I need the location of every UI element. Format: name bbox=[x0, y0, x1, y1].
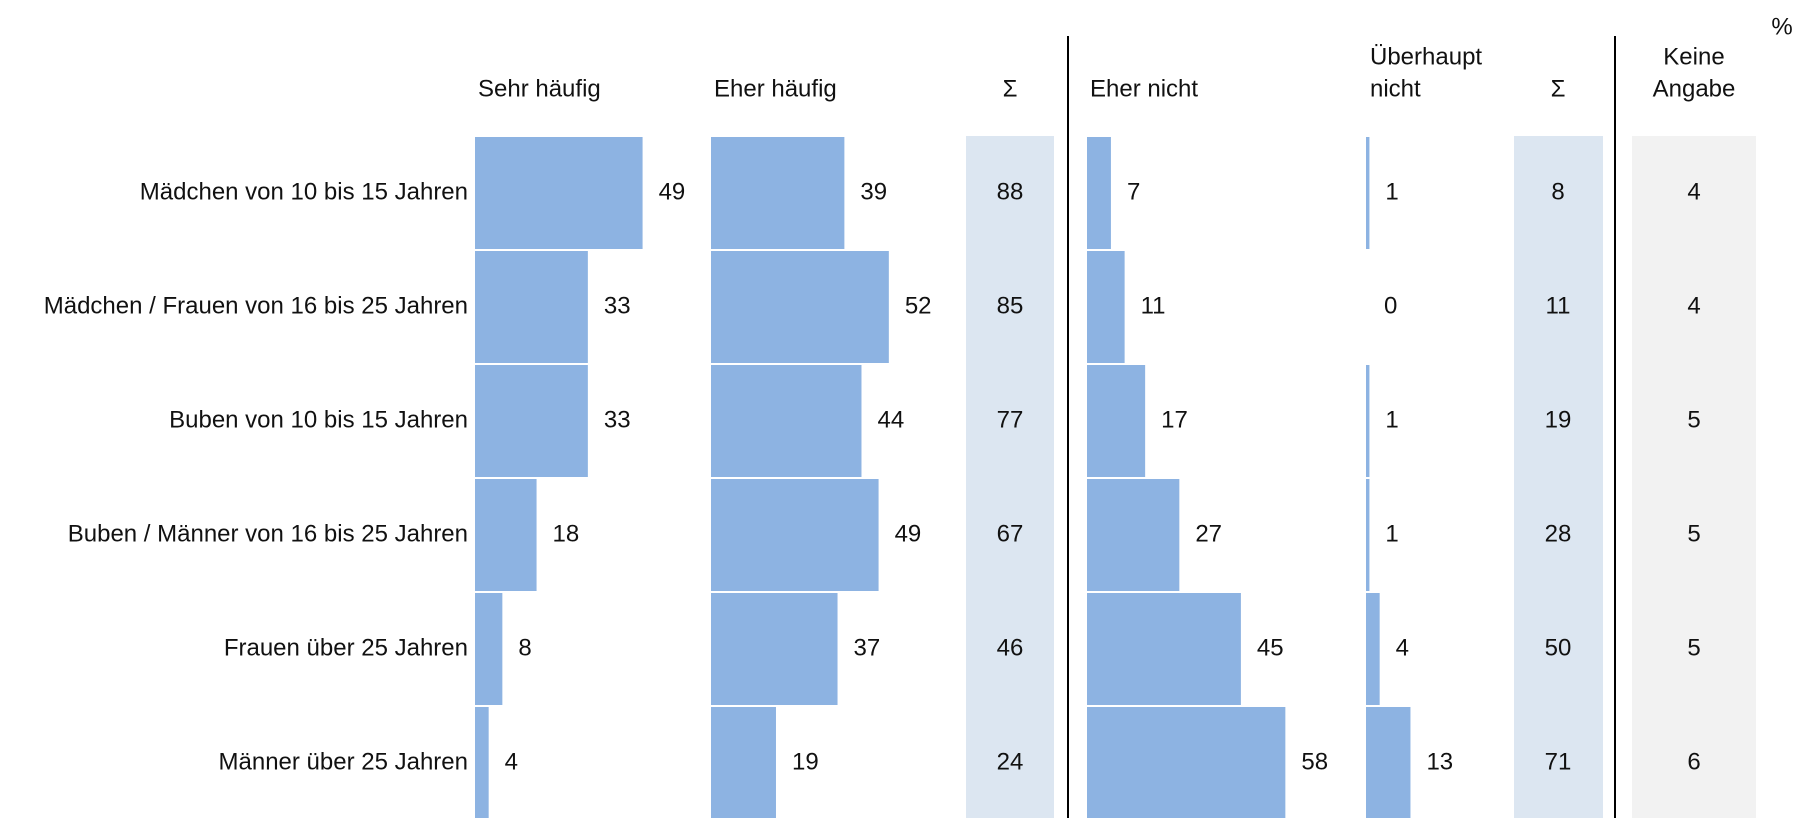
bar-series-1-row-3 bbox=[475, 365, 588, 477]
bar-series-3-row-6 bbox=[1087, 707, 1286, 818]
no-answer-header-line-1: Keine bbox=[1663, 43, 1724, 70]
value-label-series-1-row-1: 49 bbox=[659, 178, 686, 205]
bar-series-3-row-2 bbox=[1087, 251, 1125, 363]
value-label-series-3-row-2: 11 bbox=[1141, 292, 1166, 319]
sum-value-2-row-3: 19 bbox=[1545, 406, 1572, 433]
bar-series-2-row-6 bbox=[711, 707, 776, 818]
bar-series-2-row-3 bbox=[711, 365, 862, 477]
value-label-series-3-row-4: 27 bbox=[1195, 520, 1222, 547]
bar-series-4-row-6 bbox=[1366, 707, 1411, 818]
sum-value-1-row-3: 77 bbox=[997, 406, 1024, 433]
sum-value-2-row-6: 71 bbox=[1545, 748, 1572, 775]
sum-value-1-row-6: 24 bbox=[997, 748, 1024, 775]
value-label-series-1-row-5: 8 bbox=[518, 634, 531, 661]
no-answer-value-row-5: 5 bbox=[1687, 634, 1700, 661]
sum-value-2-row-5: 50 bbox=[1545, 634, 1572, 661]
series-header-3: Eher nicht bbox=[1090, 75, 1198, 102]
bar-series-4-row-3 bbox=[1366, 365, 1370, 477]
sum-value-1-row-4: 67 bbox=[997, 520, 1024, 547]
sum-value-2-row-1: 8 bbox=[1551, 178, 1564, 205]
value-label-series-1-row-2: 33 bbox=[604, 292, 631, 319]
no-answer-value-row-6: 6 bbox=[1687, 748, 1700, 775]
sum-header-2: Σ bbox=[1551, 75, 1566, 102]
value-label-series-3-row-5: 45 bbox=[1257, 634, 1284, 661]
category-label-3: Buben von 10 bis 15 Jahren bbox=[169, 406, 468, 433]
value-label-series-4-row-1: 1 bbox=[1385, 178, 1398, 205]
bar-series-1-row-1 bbox=[475, 137, 643, 249]
bar-series-3-row-4 bbox=[1087, 479, 1180, 591]
bar-series-1-row-4 bbox=[475, 479, 537, 591]
bar-series-2-row-4 bbox=[711, 479, 879, 591]
value-label-series-2-row-2: 52 bbox=[905, 292, 932, 319]
bar-series-4-row-5 bbox=[1366, 593, 1380, 705]
series-header-1: Sehr häufig bbox=[478, 75, 601, 102]
category-label-2: Mädchen / Frauen von 16 bis 25 Jahren bbox=[44, 292, 468, 319]
value-label-series-4-row-5: 4 bbox=[1396, 634, 1409, 661]
bar-series-3-row-3 bbox=[1087, 365, 1146, 477]
value-label-series-1-row-6: 4 bbox=[505, 748, 518, 775]
bar-series-2-row-5 bbox=[711, 593, 838, 705]
unit-label: % bbox=[1771, 13, 1792, 40]
bar-series-3-row-5 bbox=[1087, 593, 1241, 705]
sum-header-1: Σ bbox=[1003, 75, 1018, 102]
value-label-series-3-row-6: 58 bbox=[1301, 748, 1328, 775]
sum-column-background-2 bbox=[1514, 136, 1603, 818]
no-answer-value-row-1: 4 bbox=[1687, 178, 1700, 205]
bar-series-4-row-4 bbox=[1366, 479, 1370, 591]
series-header-2: Eher häufig bbox=[714, 75, 837, 102]
no-answer-column-background bbox=[1632, 136, 1756, 818]
value-label-series-2-row-4: 49 bbox=[895, 520, 922, 547]
value-label-series-2-row-6: 19 bbox=[792, 748, 819, 775]
category-label-6: Männer über 25 Jahren bbox=[219, 748, 469, 775]
sum-value-2-row-2: 11 bbox=[1546, 292, 1571, 319]
category-label-4: Buben / Männer von 16 bis 25 Jahren bbox=[68, 520, 468, 547]
value-label-series-3-row-1: 7 bbox=[1127, 178, 1140, 205]
no-answer-header-line-2: Angabe bbox=[1653, 75, 1736, 102]
sum-column-background-1 bbox=[966, 136, 1054, 818]
value-label-series-4-row-3: 1 bbox=[1385, 406, 1398, 433]
bar-series-1-row-6 bbox=[475, 707, 489, 818]
bar-series-2-row-2 bbox=[711, 251, 889, 363]
value-label-series-4-row-2: 0 bbox=[1384, 292, 1397, 319]
value-label-series-2-row-3: 44 bbox=[877, 406, 904, 433]
sum-value-1-row-2: 85 bbox=[997, 292, 1024, 319]
value-label-series-4-row-6: 13 bbox=[1426, 748, 1453, 775]
bar-series-1-row-5 bbox=[475, 593, 503, 705]
sum-value-2-row-4: 28 bbox=[1545, 520, 1572, 547]
category-label-1: Mädchen von 10 bis 15 Jahren bbox=[140, 178, 468, 205]
category-label-5: Frauen über 25 Jahren bbox=[224, 634, 468, 661]
no-answer-value-row-2: 4 bbox=[1687, 292, 1700, 319]
bar-series-4-row-1 bbox=[1366, 137, 1370, 249]
bar-series-1-row-2 bbox=[475, 251, 588, 363]
value-label-series-2-row-5: 37 bbox=[854, 634, 881, 661]
bar-series-2-row-1 bbox=[711, 137, 845, 249]
value-label-series-1-row-3: 33 bbox=[604, 406, 631, 433]
value-label-series-1-row-4: 18 bbox=[553, 520, 580, 547]
value-label-series-2-row-1: 39 bbox=[860, 178, 887, 205]
value-label-series-3-row-3: 17 bbox=[1161, 406, 1188, 433]
bar-series-3-row-1 bbox=[1087, 137, 1111, 249]
series-header-4-line-2: nicht bbox=[1370, 75, 1421, 102]
sum-value-1-row-5: 46 bbox=[997, 634, 1024, 661]
series-header-4-line-1: Überhaupt bbox=[1370, 43, 1482, 70]
value-label-series-4-row-4: 1 bbox=[1385, 520, 1398, 547]
no-answer-value-row-4: 5 bbox=[1687, 520, 1700, 547]
no-answer-value-row-3: 5 bbox=[1687, 406, 1700, 433]
sum-value-1-row-1: 88 bbox=[997, 178, 1024, 205]
